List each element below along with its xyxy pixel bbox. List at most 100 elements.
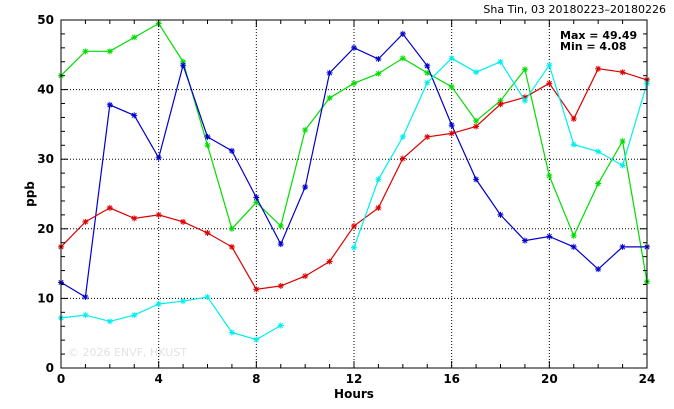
data-point [131, 34, 138, 41]
x-axis-label: Hours [334, 387, 374, 401]
data-point [253, 286, 260, 293]
gridlines [61, 20, 647, 368]
min-label: Min = 4.08 [560, 40, 627, 53]
data-point [399, 55, 406, 62]
data-point [570, 232, 577, 239]
data-point [277, 241, 284, 248]
data-point [424, 79, 431, 86]
data-point [106, 101, 113, 108]
data-point [131, 312, 138, 319]
data-point [180, 62, 187, 69]
data-point [228, 225, 235, 232]
data-point [595, 266, 602, 273]
data-point [399, 133, 406, 140]
data-point [448, 55, 455, 62]
data-point [204, 294, 211, 301]
data-point [399, 30, 406, 37]
x-tick-label: 12 [346, 372, 363, 386]
data-point [277, 223, 284, 230]
x-tick-label: 0 [57, 372, 65, 386]
data-point [204, 133, 211, 140]
x-tick-label: 20 [541, 372, 558, 386]
data-point [180, 218, 187, 225]
data-point [521, 97, 528, 104]
data-point [375, 204, 382, 211]
data-point [546, 172, 553, 179]
data-point [302, 184, 309, 191]
data-point [595, 65, 602, 72]
x-tick-label: 8 [252, 372, 260, 386]
ticks: 0 4 8 12 16 20 24 0 10 20 30 40 50 [37, 13, 655, 386]
data-point [424, 62, 431, 69]
data-point [131, 215, 138, 222]
data-point [497, 97, 504, 104]
y-tick-label: 50 [37, 13, 54, 27]
data-point [546, 62, 553, 69]
data-point [497, 211, 504, 218]
data-point [497, 101, 504, 108]
data-point [204, 142, 211, 149]
data-point [106, 204, 113, 211]
data-point [82, 312, 89, 319]
data-point [546, 80, 553, 87]
data-point [448, 83, 455, 90]
data-point [570, 115, 577, 122]
data-point [351, 223, 357, 230]
data-point [228, 147, 235, 154]
data-point [253, 336, 260, 343]
data-point [277, 282, 284, 289]
data-point [375, 55, 382, 62]
data-point [619, 69, 626, 76]
data-point [473, 69, 480, 76]
data-point [204, 229, 211, 236]
data-point [155, 154, 162, 161]
data-point [570, 141, 577, 148]
y-axis-label: ppb [23, 181, 37, 207]
data-point [155, 211, 162, 218]
data-point [155, 300, 162, 307]
data-point [82, 294, 89, 301]
data-point [619, 162, 626, 169]
data-point [351, 244, 357, 251]
data-point [424, 69, 431, 76]
data-point [180, 298, 187, 305]
chart-title: Sha Tin, 03 20180223–20180226 [483, 3, 666, 16]
data-point [521, 94, 528, 101]
data-point [82, 218, 89, 225]
data-point [497, 58, 504, 65]
x-tick-label: 24 [639, 372, 656, 386]
data-point [399, 155, 406, 162]
data-point [375, 70, 382, 77]
data-point [473, 123, 480, 130]
data-point [131, 112, 138, 119]
data-point [448, 130, 455, 137]
series-line [353, 57, 648, 248]
max-label: Max = 49.49 [560, 29, 637, 42]
watermark: © 2026 ENVF, HKUST [68, 346, 187, 359]
data-point [277, 322, 284, 329]
y-tick-label: 20 [37, 222, 54, 236]
data-point [448, 122, 455, 129]
data-point [619, 138, 626, 145]
series-3 [58, 65, 650, 293]
data-point [326, 69, 333, 76]
data-point [82, 48, 89, 55]
data-point [375, 176, 382, 183]
y-tick-label: 30 [37, 152, 54, 166]
data-point [473, 117, 480, 124]
y-tick-label: 10 [37, 291, 54, 305]
data-point [595, 180, 602, 187]
data-point [424, 133, 431, 140]
data-point [253, 199, 260, 206]
data-point [473, 176, 480, 183]
data-point [570, 243, 577, 250]
y-tick-label: 0 [46, 361, 54, 375]
data-point [253, 194, 260, 201]
data-point [180, 58, 187, 65]
data-point [351, 44, 357, 51]
data-point [326, 258, 333, 265]
data-point [521, 237, 528, 244]
data-point [326, 94, 333, 101]
data-point [228, 329, 235, 336]
